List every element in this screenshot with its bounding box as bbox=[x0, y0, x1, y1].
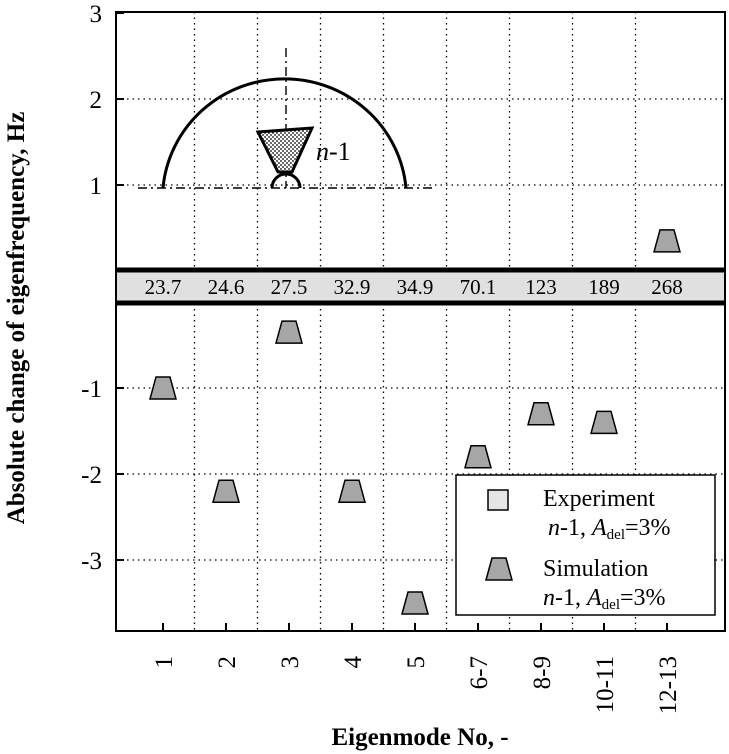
simulation-marker bbox=[401, 591, 429, 615]
frequency-band: 23.7 24.6 27.5 32.9 34.9 70.1 123 189 268 bbox=[116, 267, 725, 306]
y-tick-label: 1 bbox=[90, 173, 103, 200]
band-value-label: 34.9 bbox=[397, 275, 434, 299]
legend-experiment-label: Experiment bbox=[543, 486, 655, 512]
inset-sector bbox=[255, 126, 315, 174]
x-tick-label: 12-13 bbox=[655, 656, 682, 714]
band-value-label: 123 bbox=[525, 275, 557, 299]
legend: Experiment n-1, Adel=3% Simulation n-1, … bbox=[455, 474, 716, 616]
x-tick-label: 2 bbox=[214, 656, 241, 669]
simulation-marker bbox=[464, 445, 492, 469]
legend-simulation-marker bbox=[485, 557, 513, 581]
legend-simulation-label: Simulation bbox=[543, 556, 648, 582]
x-tick-label: 5 bbox=[403, 656, 430, 669]
band-value-label: 189 bbox=[588, 275, 620, 299]
band-fill bbox=[116, 270, 725, 303]
y-tick-label: -1 bbox=[81, 376, 102, 403]
simulation-marker bbox=[527, 402, 555, 426]
simulation-marker bbox=[653, 229, 681, 253]
band-value-label: 23.7 bbox=[145, 275, 182, 299]
simulation-marker bbox=[590, 410, 618, 435]
x-tick-label: 4 bbox=[340, 656, 367, 669]
y-axis-title: Absolute change of eigenfrequency, Hz bbox=[3, 112, 30, 525]
band-value-label: 32.9 bbox=[334, 275, 371, 299]
data-markers bbox=[149, 229, 681, 615]
inset-hub bbox=[270, 172, 302, 189]
x-axis-title: Eigenmode No, - bbox=[331, 724, 508, 751]
plot-frame bbox=[115, 11, 726, 632]
x-tick-label: 3 bbox=[277, 656, 304, 669]
simulation-marker bbox=[275, 320, 303, 344]
simulation-marker bbox=[338, 479, 366, 503]
y-tick-label: 2 bbox=[90, 87, 103, 114]
legend-simulation-sublabel: n-1, Adel=3% bbox=[543, 585, 666, 613]
x-tick-label: 8-9 bbox=[529, 656, 556, 689]
inset-arc bbox=[161, 77, 408, 189]
inset-label: n-1 bbox=[316, 137, 351, 166]
legend-experiment-marker bbox=[487, 489, 509, 511]
legend-experiment-sublabel: n-1, Adel=3% bbox=[548, 515, 671, 543]
band-value-label: 70.1 bbox=[460, 275, 497, 299]
y-tick-label: 3 bbox=[90, 1, 103, 28]
band-value-label: 27.5 bbox=[271, 275, 308, 299]
inset-schematic bbox=[138, 48, 432, 189]
simulation-marker bbox=[212, 479, 240, 503]
axis-ticks: 321-1-2-31 2 3 4 5 6-7 8-9 10-11 12-13 bbox=[81, 1, 682, 714]
simulation-marker bbox=[149, 376, 177, 400]
x-tick-label: 1 bbox=[151, 656, 178, 669]
band-value-label: 268 bbox=[651, 275, 683, 299]
x-tick-label: 10-11 bbox=[592, 656, 619, 713]
y-tick-label: -3 bbox=[81, 548, 102, 575]
band-value-label: 24.6 bbox=[208, 275, 245, 299]
x-tick-label: 6-7 bbox=[466, 656, 493, 689]
y-tick-label: -2 bbox=[81, 462, 102, 489]
